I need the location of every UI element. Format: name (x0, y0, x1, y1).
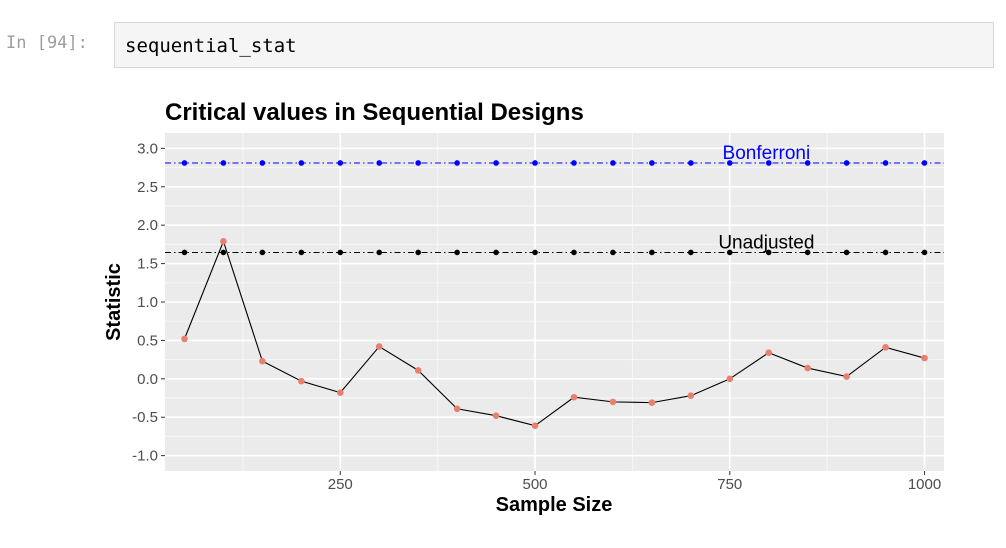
unadjusted-point (688, 249, 694, 256)
bonferroni-point (921, 160, 928, 166)
y-tick-label: 0.5 (137, 332, 158, 349)
statistic-point (648, 399, 656, 406)
y-tick-label: 0.0 (137, 371, 158, 388)
bonferroni-point (220, 160, 227, 166)
statistic-point (882, 344, 889, 351)
statistic-point (726, 375, 734, 383)
unadjusted-point (415, 249, 421, 256)
x-tick-label: 250 (328, 476, 353, 493)
y-tick-label: -1.0 (132, 448, 158, 465)
x-tick-label: 1000 (908, 476, 941, 493)
unadjusted-point (454, 249, 460, 256)
bonferroni-point (649, 160, 655, 166)
bonferroni-point (376, 160, 383, 166)
y-axis-label: Statistic (103, 263, 125, 341)
statistic-point (921, 354, 928, 362)
unadjusted-point (298, 249, 305, 256)
statistic-point (492, 412, 500, 419)
statistic-line (183, 239, 925, 427)
statistic-point (298, 377, 305, 385)
code-cell-input[interactable]: sequential_stat (114, 22, 994, 68)
y-tick-label: 1.5 (137, 256, 158, 273)
bonferroni-point (454, 160, 460, 166)
statistic-point (765, 349, 773, 357)
statistic-point (687, 392, 695, 400)
unadjusted-point (259, 249, 266, 256)
bonferroni-point (610, 160, 616, 166)
statistic-point (220, 238, 227, 245)
bonferroni-point (571, 160, 577, 166)
bonferroni-point (688, 160, 694, 166)
bonferroni-point (181, 160, 188, 166)
statistic-point (804, 364, 811, 372)
bonferroni-point (337, 160, 344, 166)
unadjusted-point (181, 249, 188, 256)
code-text: sequential_stat (125, 35, 297, 57)
annotation-unadjusted: Unadjusted (718, 232, 814, 253)
unadjusted-point (376, 249, 383, 256)
bonferroni-point (843, 160, 850, 166)
bonferroni-point (493, 160, 499, 166)
unadjusted-point (726, 249, 733, 256)
y-tick-label: -0.5 (132, 409, 158, 426)
annotation-bonferroni: Bonferroni (723, 143, 811, 164)
bonferroni-point (726, 160, 733, 166)
bonferroni-point (765, 160, 772, 166)
bonferroni-point (259, 160, 266, 166)
unadjusted-point (765, 249, 772, 256)
y-tick-label: 2.5 (137, 179, 158, 196)
y-tick-label: 2.0 (137, 217, 158, 234)
statistic-point (570, 393, 578, 401)
bonferroni-point (298, 160, 305, 166)
chart-title: Critical values in Sequential Designs (165, 99, 584, 126)
statistic-point (181, 335, 188, 343)
grid-lines (165, 133, 944, 471)
x-tick-label: 500 (523, 476, 548, 493)
y-tick-label: 3.0 (137, 140, 158, 157)
annotations: Bonferroni Unadjusted (718, 143, 814, 253)
cell-prompt: In [94]: (6, 33, 88, 53)
axes: -1.0 -0.5 0.0 0.5 1.0 1.5 2.0 2.5 3.0 250 500 750 10… (132, 140, 941, 493)
unadjusted-point (220, 249, 227, 256)
unadjusted-point (649, 249, 655, 256)
statistic-point (609, 398, 617, 406)
unadjusted-point (882, 249, 889, 256)
statistic-point (336, 389, 344, 396)
bonferroni-point (882, 160, 889, 166)
unadjusted-point (337, 249, 344, 256)
unadjusted-point (610, 249, 616, 256)
series-layer (165, 160, 944, 429)
statistic-point (453, 405, 461, 413)
statistic-point (843, 373, 850, 380)
y-tick-label: 1.0 (137, 294, 158, 311)
bonferroni-point (415, 160, 421, 166)
unadjusted-point (493, 249, 499, 256)
bonferroni-point (532, 160, 538, 166)
unadjusted-point (532, 249, 538, 256)
statistic-point (259, 357, 266, 365)
unadjusted-point (571, 249, 577, 256)
unadjusted-point (843, 249, 850, 256)
x-tick-label: 750 (717, 476, 742, 493)
statistic-point (531, 422, 539, 429)
unadjusted-point (804, 249, 811, 256)
statistic-point (375, 343, 383, 350)
statistic-point (414, 367, 422, 374)
x-axis-label: Sample Size (496, 494, 613, 516)
bonferroni-point (804, 160, 811, 166)
unadjusted-point (921, 249, 928, 256)
